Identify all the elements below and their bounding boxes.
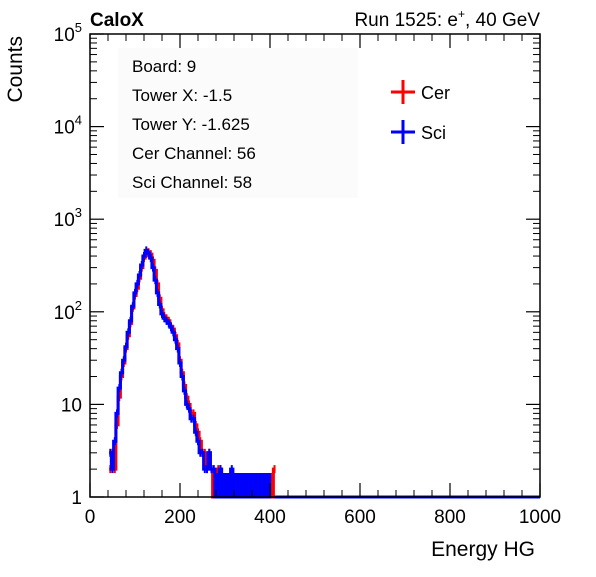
y-tick-label-base: 10 [54,303,75,324]
y-tick-label: 102 [54,298,82,324]
y-tick-label-exponent: 4 [75,113,82,128]
x-tick-label: 600 [344,507,376,528]
y-axis-title: Counts [4,36,27,103]
x-tick-label: 800 [434,507,466,528]
run-label-prefix: Run 1525: e [354,10,458,31]
info-line: Tower Y: -1.625 [132,115,250,134]
y-tick-label: 104 [54,113,82,139]
legend-label: Cer [421,83,450,103]
x-tick-label: 200 [164,507,196,528]
y-tick-label-base: 10 [54,25,75,46]
run-label-suffix: , 40 GeV [465,10,540,31]
calox-label: CaloX [90,10,144,31]
y-tick-label-base: 10 [54,118,75,139]
x-axis-title: Energy HG [431,538,535,561]
info-box [118,48,358,198]
legend-item-sci: Sci [391,120,446,144]
y-tick-label-base: 1 [71,488,82,509]
y-tick-label-exponent: 5 [75,20,82,35]
y-tick-label-exponent: 3 [75,205,82,220]
info-box-lines: Board: 9 Tower X: -1.5 Tower Y: -1.625 Cer … [132,57,256,192]
legend-item-cer: Cer [391,80,450,104]
x-tick-label: 0 [85,507,96,528]
info-line: Tower X: -1.5 [132,86,232,105]
y-tick-label-base: 10 [54,210,75,231]
y-tick-label: 1 [71,488,82,509]
x-tick-label: 400 [254,507,286,528]
run-label-superscript: + [458,7,465,21]
y-tick-label: 105 [54,20,82,46]
y-tick-label: 10 [61,395,82,416]
info-line: Cer Channel: 56 [132,144,256,163]
y-tick-label-base: 10 [61,395,82,416]
info-line: Board: 9 [132,57,196,76]
y-tick-label: 103 [54,205,82,231]
x-tick-label: 1000 [519,507,561,528]
y-tick-label-exponent: 2 [75,298,82,313]
legend: Cer Sci [391,80,450,144]
run-label: Run 1525: e+, 40 GeV [354,7,540,31]
plot-frame [89,33,541,498]
legend-label: Sci [421,123,446,143]
info-line: Sci Channel: 58 [132,173,252,192]
series-sci [109,246,272,499]
